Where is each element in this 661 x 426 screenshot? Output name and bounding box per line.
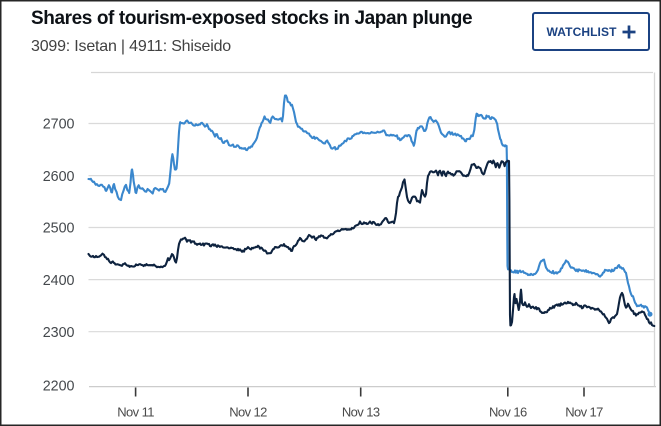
svg-text:2400: 2400	[43, 273, 75, 289]
svg-text:Nov 17: Nov 17	[565, 405, 603, 420]
svg-text:Nov 11: Nov 11	[117, 405, 154, 420]
svg-text:Nov 12: Nov 12	[229, 405, 267, 420]
svg-text:2700: 2700	[43, 117, 75, 133]
svg-text:Nov 16: Nov 16	[489, 405, 527, 420]
svg-text:2200: 2200	[43, 378, 75, 394]
svg-text:2500: 2500	[43, 221, 75, 237]
svg-text:2300: 2300	[43, 325, 75, 341]
svg-text:Nov 13: Nov 13	[342, 405, 380, 420]
svg-text:2600: 2600	[43, 169, 75, 185]
